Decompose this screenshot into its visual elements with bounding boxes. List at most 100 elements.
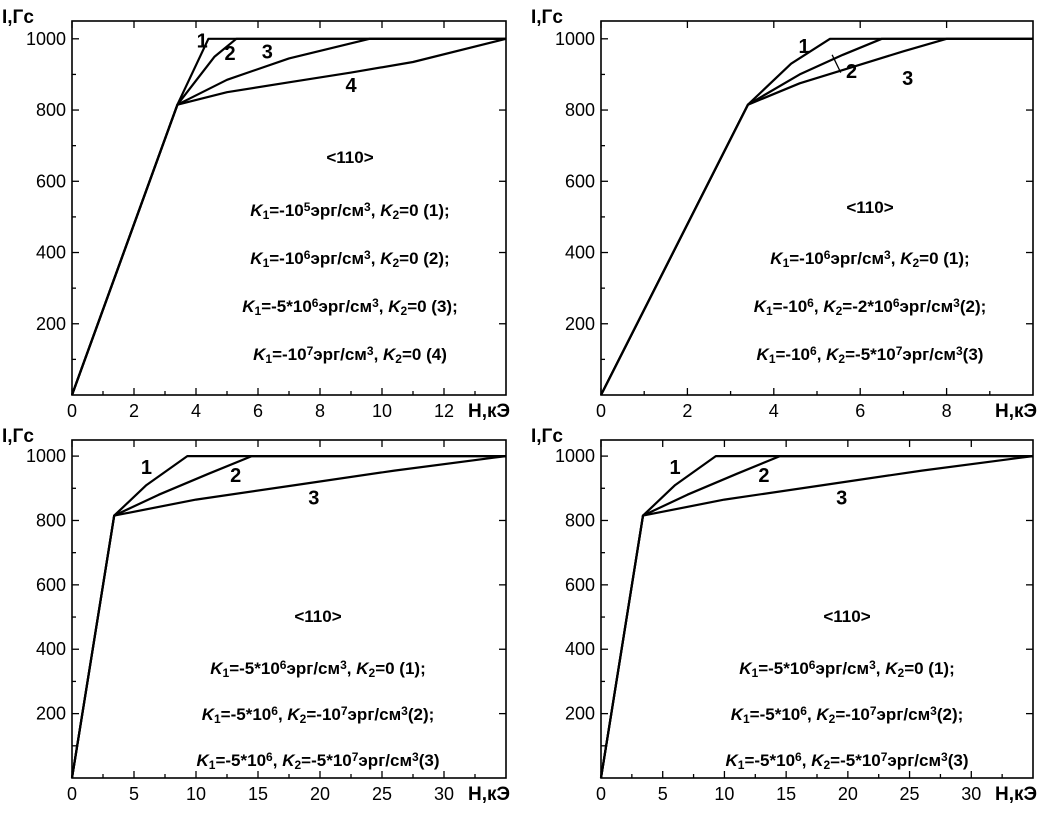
annotation-title: <110> (846, 198, 893, 217)
curve-label-3: 3 (308, 487, 319, 509)
x-tick-label: 15 (776, 784, 796, 804)
x-tick-label: 0 (67, 784, 77, 804)
y-tick-label: 200 (565, 704, 595, 724)
annotation-line: K1=-5*106, K2=-5*107эрг/см3(3) (197, 750, 440, 772)
y-tick-label: 400 (36, 243, 66, 263)
plot-frame (71, 439, 507, 779)
annotation-line: K1=-107эрг/см3, K2=0 (4) (253, 344, 447, 366)
curve-label-1: 1 (141, 457, 152, 479)
y-tick-label: 800 (565, 510, 595, 530)
x-tick-label: 10 (186, 784, 206, 804)
series-line-3 (599, 455, 1034, 779)
annotation-line: K1=-5*106эрг/см3, K2=0 (1); (739, 658, 955, 680)
y-tick-label: 1000 (26, 29, 66, 49)
series-line-2 (599, 455, 1033, 779)
curve-label-4: 4 (345, 75, 357, 97)
plot-frame (600, 439, 1034, 779)
annotation-line: K1=-5*106эрг/см3, K2=0 (3); (242, 296, 458, 318)
x-axis-label: H,кЭ (995, 401, 1037, 422)
curve-label-3: 3 (902, 68, 913, 90)
x-tick-label: 5 (658, 784, 668, 804)
series-line-2 (70, 455, 506, 779)
x-tick-label: 25 (372, 784, 392, 804)
curve-label-2: 2 (758, 465, 769, 487)
annotation-line: K1=-5*106эрг/см3, K2=0 (1); (210, 658, 426, 680)
y-tick-label: 1000 (555, 29, 595, 49)
annotation-title: <110> (326, 148, 373, 167)
y-tick-label: 600 (36, 171, 66, 191)
curve-label-2: 2 (846, 61, 857, 83)
y-tick-label: 800 (36, 510, 66, 530)
x-tick-label: 30 (434, 784, 454, 804)
y-tick-label: 400 (565, 243, 595, 263)
x-tick-label: 6 (855, 401, 865, 421)
y-axis-label: I,Гс (2, 7, 34, 28)
annotation-line: K1=-5*106, K2=-5*107эрг/см3(3) (726, 750, 969, 772)
y-tick-label: 800 (36, 100, 66, 120)
x-tick-label: 0 (67, 401, 77, 421)
x-axis-label: H,кЭ (995, 784, 1037, 805)
y-tick-label: 200 (565, 314, 595, 334)
x-tick-label: 8 (942, 401, 952, 421)
curve-label-2: 2 (230, 465, 241, 487)
annotation-line: K1=-106эрг/см3, K2=0 (2); (250, 248, 449, 270)
x-tick-label: 12 (434, 401, 454, 421)
x-tick-label: 25 (900, 784, 920, 804)
annotation-line: K1=-106, K2=-2*106эрг/см3(2); (754, 296, 987, 318)
x-tick-label: 20 (310, 784, 330, 804)
x-tick-label: 4 (191, 401, 201, 421)
annotation-line: K1=-5*106, K2=-107эрг/см3(2); (731, 704, 964, 726)
series-line-1 (600, 37, 1033, 396)
y-tick-label: 400 (36, 639, 66, 659)
series-line-3 (70, 455, 507, 779)
x-tick-label: 20 (838, 784, 858, 804)
x-axis-label: H,кЭ (468, 784, 510, 805)
y-tick-label: 400 (565, 639, 595, 659)
annotation-line: K1=-106эрг/см3, K2=0 (1); (770, 248, 969, 270)
y-tick-label: 800 (565, 100, 595, 120)
x-tick-label: 0 (596, 401, 606, 421)
x-tick-label: 5 (129, 784, 139, 804)
curve-label-1: 1 (669, 457, 680, 479)
x-axis-label: H,кЭ (468, 401, 510, 422)
x-tick-label: 8 (315, 401, 325, 421)
y-tick-label: 200 (36, 704, 66, 724)
curve-label-3: 3 (836, 487, 847, 509)
y-tick-label: 600 (565, 171, 595, 191)
annotation-line: K1=-106, K2=-5*107эрг/см3(3) (757, 344, 984, 366)
x-tick-label: 4 (769, 401, 779, 421)
x-tick-label: 0 (596, 784, 606, 804)
annotation-title: <110> (823, 607, 870, 626)
annotation-line: K1=-5*106, K2=-107эрг/см3(2); (202, 704, 435, 726)
series-line-3 (600, 37, 1033, 396)
y-tick-label: 600 (36, 575, 66, 595)
y-tick-label: 600 (565, 575, 595, 595)
y-axis-label: I,Гс (531, 426, 563, 447)
x-tick-label: 30 (961, 784, 981, 804)
series-line-2 (600, 37, 1033, 396)
curve-label-leader (831, 54, 842, 73)
series-line-4 (70, 37, 507, 396)
y-tick-label: 200 (36, 314, 66, 334)
x-tick-label: 10 (372, 401, 392, 421)
x-tick-label: 10 (714, 784, 734, 804)
curve-label-2: 2 (225, 43, 236, 65)
curve-label-1: 1 (798, 36, 809, 58)
x-tick-label: 2 (682, 401, 692, 421)
y-axis-label: I,Гс (531, 7, 563, 28)
y-tick-label: 1000 (555, 446, 595, 466)
curve-label-3: 3 (262, 41, 273, 63)
annotation-title: <110> (294, 607, 341, 626)
curve-label-1: 1 (197, 31, 208, 53)
annotation-line: K1=-105эрг/см3, K2=0 (1); (250, 200, 449, 222)
x-tick-label: 2 (129, 401, 139, 421)
y-tick-label: 1000 (26, 446, 66, 466)
x-tick-label: 15 (248, 784, 268, 804)
x-tick-label: 6 (253, 401, 263, 421)
y-axis-label: I,Гс (2, 426, 34, 447)
